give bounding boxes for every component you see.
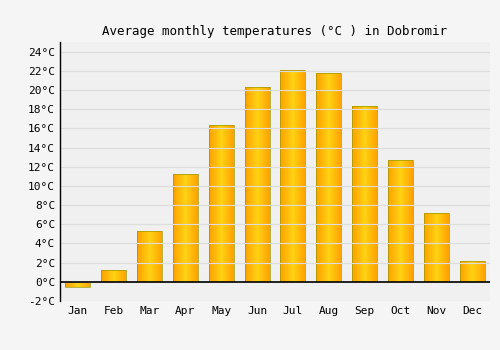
Bar bbox=[101, 270, 126, 282]
Bar bbox=[173, 174, 198, 282]
Bar bbox=[388, 160, 413, 282]
Bar bbox=[208, 125, 234, 282]
Bar bbox=[66, 282, 90, 287]
Bar bbox=[460, 261, 484, 282]
Bar bbox=[316, 73, 342, 282]
Bar bbox=[137, 231, 162, 282]
Bar bbox=[424, 213, 449, 282]
Bar bbox=[352, 106, 377, 282]
Bar bbox=[244, 87, 270, 282]
Title: Average monthly temperatures (°C ) in Dobromir: Average monthly temperatures (°C ) in Do… bbox=[102, 25, 448, 38]
Bar bbox=[280, 70, 305, 282]
